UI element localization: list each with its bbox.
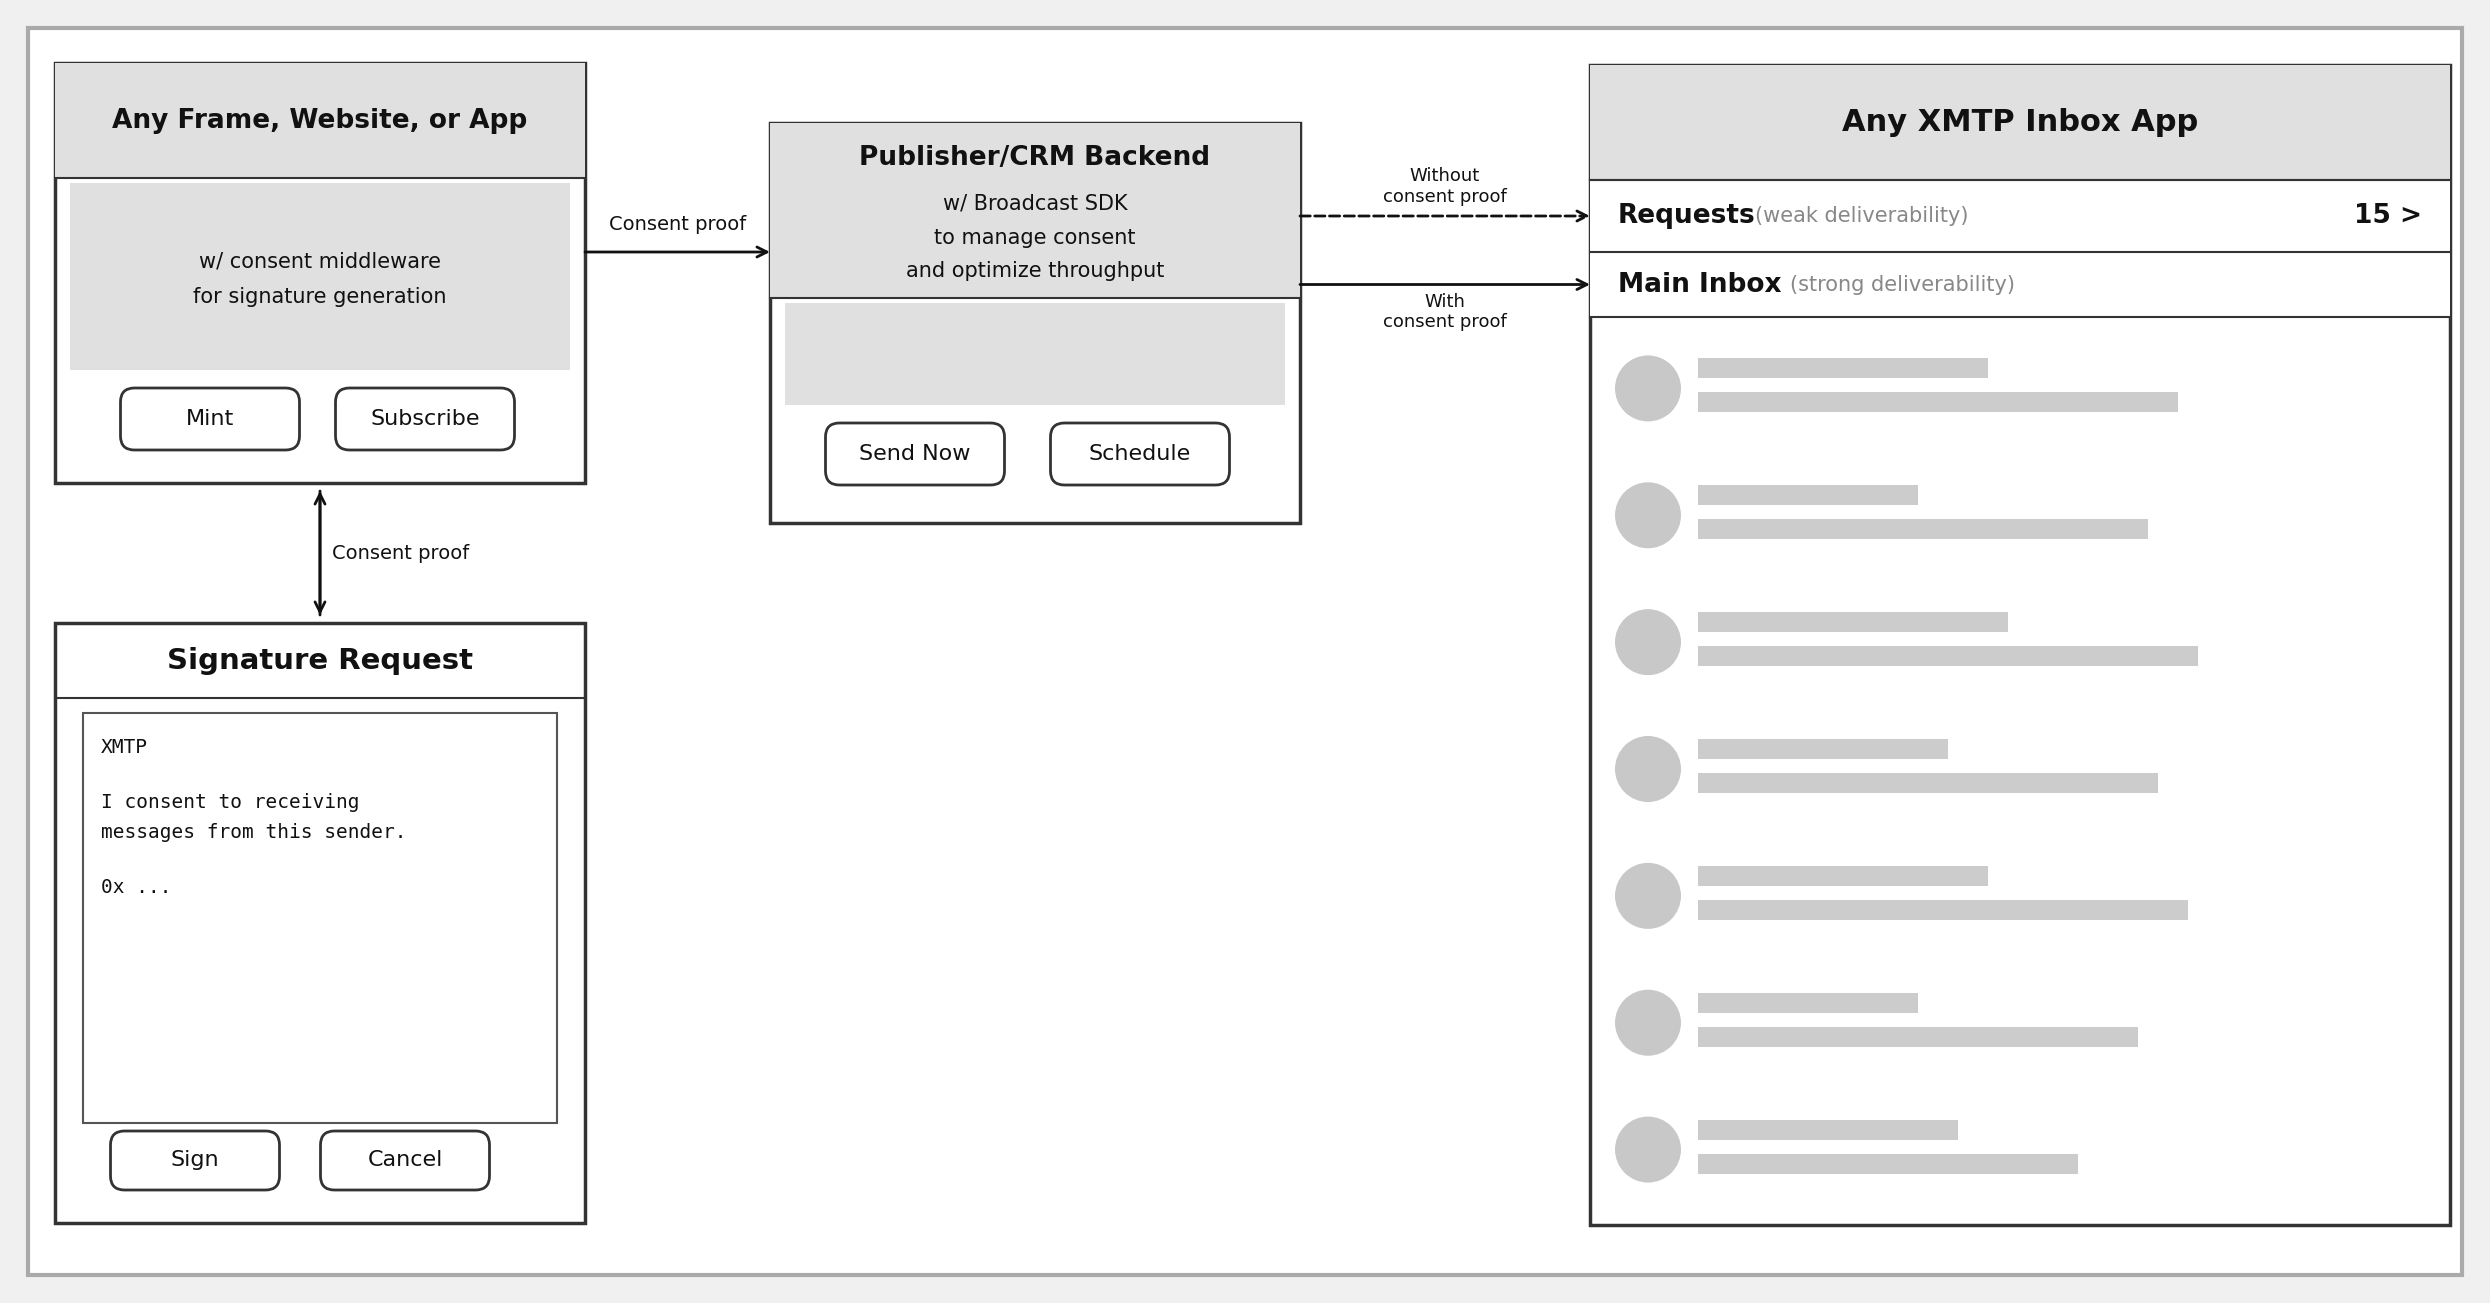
Bar bbox=[1698, 993, 1917, 1012]
Bar bbox=[55, 63, 585, 483]
Text: Schedule: Schedule bbox=[1088, 444, 1190, 464]
Circle shape bbox=[1616, 482, 1681, 549]
FancyBboxPatch shape bbox=[336, 388, 515, 450]
Bar bbox=[1591, 65, 2450, 180]
Bar bbox=[70, 182, 570, 370]
Text: (strong deliverability): (strong deliverability) bbox=[1790, 275, 2014, 294]
Bar bbox=[1698, 358, 1987, 378]
Bar bbox=[1698, 1153, 2079, 1174]
Text: w/ Broadcast SDK: w/ Broadcast SDK bbox=[944, 193, 1128, 212]
FancyArrowPatch shape bbox=[316, 491, 326, 612]
Text: Sign: Sign bbox=[172, 1151, 219, 1170]
Bar bbox=[55, 63, 585, 179]
Text: w/ consent middleware: w/ consent middleware bbox=[199, 251, 441, 271]
Text: Any XMTP Inbox App: Any XMTP Inbox App bbox=[1843, 108, 2199, 137]
FancyArrowPatch shape bbox=[316, 494, 326, 615]
Text: Subscribe: Subscribe bbox=[371, 409, 481, 429]
Text: XMTP: XMTP bbox=[102, 737, 147, 757]
Bar bbox=[1591, 180, 2450, 251]
FancyBboxPatch shape bbox=[321, 1131, 491, 1190]
Text: Mint: Mint bbox=[187, 409, 234, 429]
Bar bbox=[1591, 65, 2450, 1225]
Text: (weak deliverability): (weak deliverability) bbox=[1755, 206, 1970, 225]
Circle shape bbox=[1616, 356, 1681, 421]
Text: Main Inbox: Main Inbox bbox=[1618, 271, 1780, 297]
Text: Any Frame, Website, or App: Any Frame, Website, or App bbox=[112, 108, 528, 133]
Circle shape bbox=[1616, 863, 1681, 929]
Bar bbox=[1698, 392, 2179, 413]
Bar bbox=[1698, 739, 1947, 760]
Bar bbox=[1698, 612, 2007, 632]
Bar bbox=[784, 304, 1285, 405]
FancyBboxPatch shape bbox=[110, 1131, 279, 1190]
Bar bbox=[82, 713, 558, 1123]
Circle shape bbox=[1616, 736, 1681, 803]
Bar bbox=[769, 122, 1300, 298]
Text: Without
consent proof: Without consent proof bbox=[1382, 167, 1506, 206]
FancyArrowPatch shape bbox=[585, 248, 767, 257]
Bar bbox=[1698, 900, 2189, 920]
Text: Consent proof: Consent proof bbox=[331, 543, 468, 563]
Bar bbox=[1698, 1119, 1957, 1140]
Text: Cancel: Cancel bbox=[369, 1151, 443, 1170]
FancyArrowPatch shape bbox=[1300, 280, 1586, 289]
Text: for signature generation: for signature generation bbox=[194, 287, 446, 306]
Text: 15 >: 15 > bbox=[2353, 203, 2423, 229]
Text: 0x ...: 0x ... bbox=[102, 878, 172, 896]
Text: Send Now: Send Now bbox=[859, 444, 971, 464]
Text: Consent proof: Consent proof bbox=[610, 215, 747, 235]
Bar bbox=[1698, 646, 2199, 666]
Bar bbox=[1698, 520, 2149, 539]
Text: to manage consent: to manage consent bbox=[934, 228, 1135, 248]
Text: Signature Request: Signature Request bbox=[167, 646, 473, 675]
Bar bbox=[1698, 1027, 2139, 1046]
Text: Publisher/CRM Backend: Publisher/CRM Backend bbox=[859, 145, 1210, 171]
FancyBboxPatch shape bbox=[827, 423, 1003, 485]
Circle shape bbox=[1616, 609, 1681, 675]
Bar bbox=[769, 122, 1300, 523]
Text: With
consent proof: With consent proof bbox=[1382, 292, 1506, 331]
Text: messages from this sender.: messages from this sender. bbox=[102, 823, 406, 842]
FancyBboxPatch shape bbox=[1051, 423, 1230, 485]
Bar bbox=[1698, 773, 2159, 794]
Bar bbox=[1698, 485, 1917, 506]
Bar bbox=[1591, 251, 2450, 317]
Circle shape bbox=[1616, 1117, 1681, 1183]
Text: and optimize throughput: and optimize throughput bbox=[906, 261, 1165, 281]
Circle shape bbox=[1616, 990, 1681, 1055]
Bar bbox=[1698, 866, 1987, 886]
FancyBboxPatch shape bbox=[120, 388, 299, 450]
FancyArrowPatch shape bbox=[1300, 211, 1586, 222]
Text: Requests: Requests bbox=[1618, 203, 1755, 229]
Text: I consent to receiving: I consent to receiving bbox=[102, 794, 359, 812]
Bar bbox=[55, 623, 585, 1224]
